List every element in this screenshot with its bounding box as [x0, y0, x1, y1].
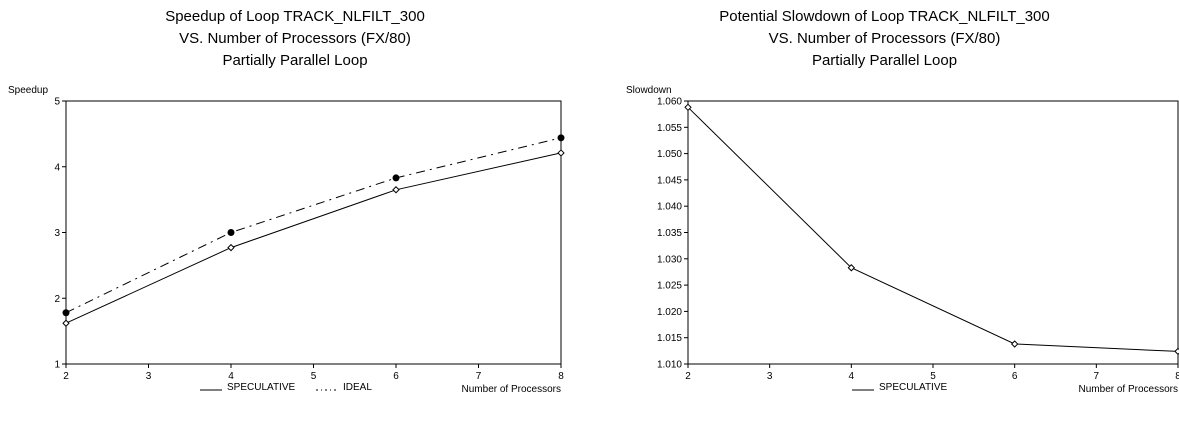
speedup-x-tick-label: 6 [393, 371, 399, 382]
slowdown-y-tick-label: 1.020 [657, 307, 682, 318]
speedup-chart-title: Speedup of Loop TRACK_NLFILT_300 VS. Num… [0, 6, 590, 72]
speedup-data-point-ideal [227, 229, 235, 236]
slowdown-title-line-1: Potential Slowdown of Loop TRACK_NLFILT_… [719, 8, 1050, 25]
speedup-data-point-ideal [557, 134, 565, 142]
slowdown-chart-title: Potential Slowdown of Loop TRACK_NLFILT_… [590, 6, 1179, 72]
slowdown-series-line-speculative [687, 106, 1179, 352]
slowdown-chart-panel: Potential Slowdown of Loop TRACK_NLFILT_… [590, 0, 1179, 426]
speedup-chart-panel: Speedup of Loop TRACK_NLFILT_300 VS. Num… [0, 6, 590, 395]
slowdown-y-tick-label: 1.025 [657, 281, 682, 292]
slowdown-y-tick-label: 1.045 [657, 175, 682, 186]
speedup-data-point-ideal [392, 174, 400, 182]
slowdown-x-tick-label: 5 [930, 371, 936, 382]
speedup-title-line-1: Speedup of Loop TRACK_NLFILT_300 [165, 8, 425, 25]
speedup-data-point-speculative [557, 149, 565, 157]
speedup-title-line-3: Partially Parallel Loop [222, 52, 368, 69]
slowdown-data-point-speculative [684, 103, 692, 112]
speedup-plot-frame [65, 100, 562, 365]
slowdown-y-axis-label: Slowdown [626, 85, 672, 96]
slowdown-chart-svg: Slowdown 1.010 1.015 1.020 1.025 1.030 1.035 1.… [626, 85, 1179, 395]
speedup-y-tick-label: 4 [54, 162, 60, 173]
slowdown-x-tick-label: 7 [1094, 371, 1100, 382]
speedup-x-tick-label: 7 [476, 371, 482, 382]
slowdown-plot-frame [687, 100, 1179, 365]
speedup-data-point-speculative [227, 243, 235, 252]
slowdown-data-point-speculative [847, 264, 856, 272]
slowdown-y-tick-label: 1.015 [657, 333, 682, 344]
speedup-series-line-speculative [65, 152, 562, 324]
speedup-y-tick-label: 2 [54, 294, 60, 305]
speedup-data-point-speculative [62, 319, 70, 327]
slowdown-x-tick-label: 6 [1012, 371, 1018, 382]
speedup-y-tick-label: 1 [54, 360, 60, 371]
speedup-x-tick-label: 5 [311, 371, 317, 382]
slowdown-x-tick-label: 8 [1175, 371, 1179, 382]
speedup-data-point-speculative [392, 186, 400, 194]
speedup-y-tick-label: 3 [54, 228, 60, 239]
slowdown-x-tick-label: 3 [767, 371, 773, 382]
slowdown-y-tick-label: 1.050 [657, 149, 682, 160]
speedup-x-tick-label: 2 [63, 371, 69, 382]
slowdown-x-tick-label: 2 [685, 371, 691, 382]
speedup-legend-label-speculative: SPECULATIVE [227, 382, 295, 393]
slowdown-title-line-3: Partially Parallel Loop [811, 52, 958, 69]
speedup-y-tick-label: 5 [54, 97, 60, 108]
speedup-x-tick-label: 8 [558, 371, 564, 382]
speedup-x-axis-label: Number of Processors [462, 384, 561, 395]
slowdown-x-tick-label: 4 [849, 371, 855, 382]
speedup-series-line-ideal [65, 137, 562, 314]
slowdown-title-line-2: VS. Number of Processors (FX/80) [768, 30, 1001, 47]
slowdown-legend-label-speculative: SPECULATIVE [879, 382, 947, 393]
slowdown-y-tick-label: 1.040 [657, 202, 682, 213]
speedup-x-tick-label: 3 [146, 371, 152, 382]
speedup-data-point-ideal [62, 309, 70, 317]
slowdown-y-tick-label: 1.055 [657, 123, 682, 134]
slowdown-y-tick-label: 1.010 [657, 360, 682, 371]
speedup-x-tick-label: 4 [228, 371, 234, 382]
speedup-title-line-2: VS. Number of Processors (FX/80) [179, 30, 411, 47]
slowdown-data-point-speculative [1010, 340, 1019, 348]
slowdown-y-tick-label: 1.030 [657, 254, 682, 265]
slowdown-data-point-speculative [1174, 347, 1179, 356]
slowdown-y-tick-label: 1.035 [657, 228, 682, 239]
speedup-y-axis-label: Speedup [8, 85, 48, 96]
speedup-legend-label-ideal: IDEAL [343, 382, 372, 393]
slowdown-y-tick-label: 1.060 [657, 97, 682, 108]
slowdown-x-axis-label: Number of Processors [1079, 384, 1178, 395]
